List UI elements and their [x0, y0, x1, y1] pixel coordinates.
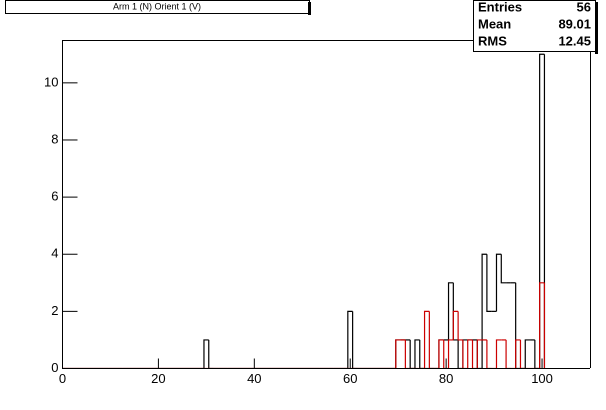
histogram-bin: [476, 339, 483, 369]
histogram-bin: [539, 282, 545, 369]
stat-value: 12.45: [558, 33, 591, 48]
y-tick-label: 10: [44, 74, 58, 89]
histogram-bin: [486, 254, 492, 312]
histogram-bin: [467, 339, 473, 369]
histogram-bin: [495, 253, 502, 312]
stat-label: Entries: [478, 0, 522, 14]
y-tick-label: 8: [51, 131, 58, 146]
x-tick-label: 40: [247, 371, 261, 386]
stats-shadow: [595, 2, 598, 54]
histogram-bin: [452, 282, 459, 341]
histogram-bin: [495, 339, 502, 369]
title-shadow: [308, 2, 311, 15]
y-tick-label: 4: [51, 246, 58, 261]
histogram-bin: [515, 339, 521, 369]
y-tick-label: 6: [51, 189, 58, 204]
y-tick-label: 2: [51, 303, 58, 318]
histogram-bin: [203, 339, 209, 369]
histogram-bin: [539, 53, 545, 369]
stat-value: 89.01: [558, 16, 591, 31]
x-tick-label: 20: [151, 371, 165, 386]
stats: Entries 56 Mean 89.01 RMS 12.45: [478, 0, 591, 48]
histogram-bin: [481, 253, 487, 369]
stat-label: Mean: [478, 16, 511, 31]
x-tick-label: 100: [531, 371, 553, 386]
histogram-bin: [447, 339, 454, 369]
histogram-bin: [395, 339, 401, 369]
histogram-bin: [452, 310, 459, 340]
histogram-bin: [438, 339, 444, 369]
histogram-bin: [457, 311, 463, 341]
histogram-bin: [447, 282, 454, 340]
histogram-bin: [524, 339, 531, 369]
stat-value: 56: [577, 0, 591, 14]
chart-title: Arm 1 (N) Orient 1 (V): [113, 1, 201, 11]
stat-label: RMS: [478, 33, 507, 48]
histogram-bin: [347, 310, 353, 369]
histogram-bin: [414, 339, 420, 369]
x-tick-label: 0: [59, 371, 66, 386]
y-tick-label: 0: [51, 360, 58, 375]
x-tick-label: 60: [343, 371, 357, 386]
histogram-bin: [500, 254, 507, 284]
histogram-bin: [423, 310, 430, 369]
x-tick-label: 80: [439, 371, 453, 386]
